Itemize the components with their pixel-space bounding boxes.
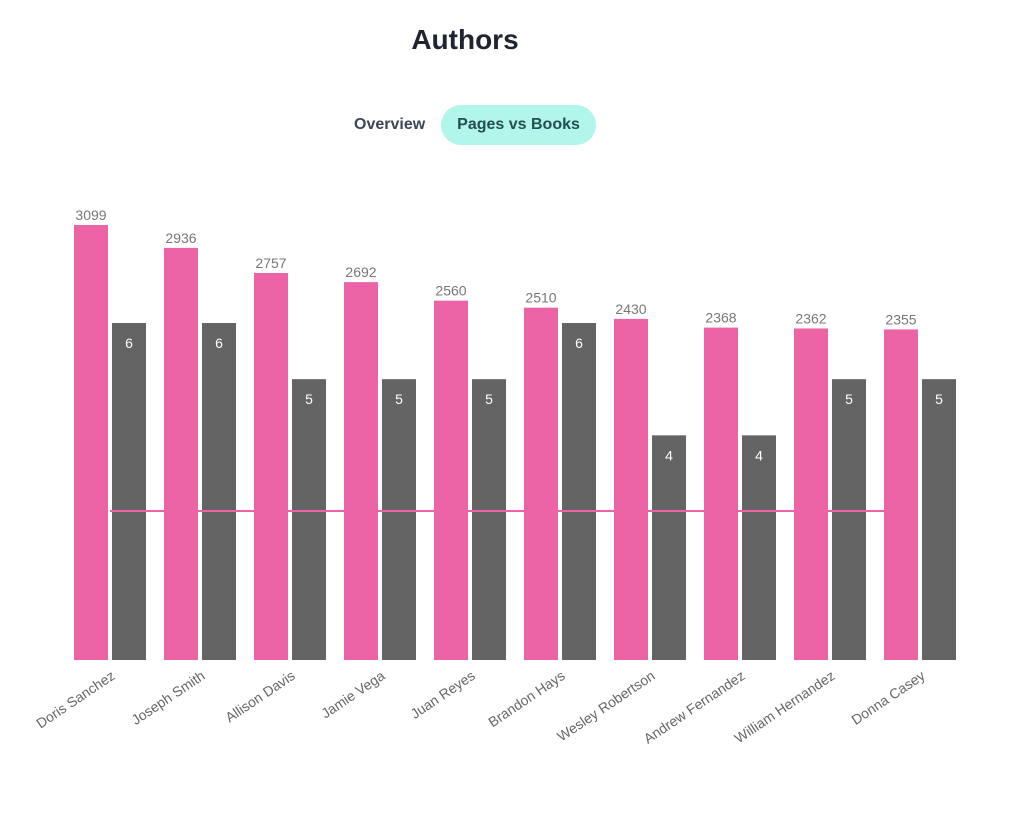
category-tick-label: Juan Reyes (407, 667, 477, 722)
pages-value-label: 2692 (345, 264, 376, 280)
books-value-label: 5 (845, 391, 853, 407)
books-value-label: 5 (305, 391, 313, 407)
pages-bar (524, 307, 558, 660)
category-tick-label: Donna Casey (848, 667, 927, 728)
pages-value-label: 2510 (525, 290, 556, 306)
books-bar (382, 379, 416, 660)
pages-value-label: 2368 (705, 310, 736, 326)
books-bar (292, 379, 326, 660)
tab-overview[interactable]: Overview (354, 116, 426, 133)
books-bar (922, 379, 956, 660)
pages-bar (884, 329, 918, 660)
books-bar (202, 323, 236, 660)
tab-bar: Overview Pages vs Books (338, 105, 596, 145)
books-value-label: 6 (575, 335, 583, 351)
pages-value-label: 2362 (795, 310, 826, 326)
pages-bar (164, 247, 198, 661)
books-bar (832, 379, 866, 660)
pages-bar (794, 328, 828, 660)
pages-value-label: 3099 (75, 207, 106, 223)
category-tick-label: Allison Davis (222, 667, 297, 725)
books-value-label: 5 (485, 391, 493, 407)
pages-bar (254, 273, 288, 660)
pages-value-label: 2355 (885, 311, 916, 327)
category-tick-label: Brandon Hays (485, 667, 567, 730)
books-value-label: 6 (125, 335, 133, 351)
category-tick-label: Jamie Vega (318, 667, 388, 721)
pages-value-label: 2430 (615, 301, 646, 317)
books-bar (562, 323, 596, 660)
pages-value-label: 2560 (435, 283, 466, 299)
books-bar (742, 435, 776, 660)
books-bar (652, 435, 686, 660)
pages-value-label: 2936 (165, 230, 196, 246)
pages-bar (704, 327, 738, 660)
tab-pages-vs-books[interactable]: Pages vs Books (441, 105, 596, 145)
category-tick-label: Doris Sanchez (33, 667, 117, 731)
books-value-label: 4 (755, 447, 763, 463)
pages-bar (344, 282, 378, 660)
books-bar (112, 323, 146, 660)
books-value-label: 5 (395, 391, 403, 407)
pages-bar (614, 318, 648, 660)
category-tick-label: William Hernandez (731, 667, 837, 746)
category-tick-label: Joseph Smith (128, 667, 207, 728)
books-value-label: 4 (665, 447, 673, 463)
books-value-label: 6 (215, 335, 223, 351)
books-bar (472, 379, 506, 660)
page-title: Authors (411, 24, 519, 55)
pages-bar (74, 225, 108, 660)
books-value-label: 5 (935, 391, 943, 407)
pages-bar (434, 300, 468, 660)
pages-value-label: 2757 (255, 255, 286, 271)
